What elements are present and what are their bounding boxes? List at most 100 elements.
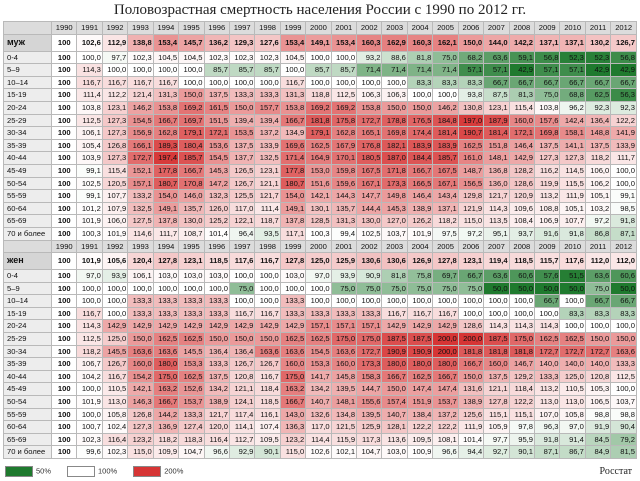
value-cell: 115,5	[559, 176, 586, 191]
value-cell: 136,3	[279, 420, 307, 434]
value-cell: 185,7	[432, 151, 459, 165]
value-cell: 130,0	[178, 214, 205, 228]
value-cell: 117,0	[305, 420, 332, 434]
value-cell: 187,5	[406, 332, 434, 346]
value-cell: 114,3	[76, 63, 103, 77]
value-cell: 127,4	[178, 420, 205, 434]
year-header: 1991	[76, 239, 103, 254]
value-cell: 83,3	[584, 306, 612, 321]
row-label: 70 и более	[3, 226, 52, 241]
value-cell: 66,7	[534, 75, 561, 90]
value-cell: 142,9	[178, 319, 205, 334]
value-cell: 153,7	[432, 395, 459, 409]
value-cell: 100,0	[381, 294, 408, 308]
value-cell: 133,9	[610, 138, 637, 153]
value-cell: 149,8	[381, 189, 408, 203]
row-label: 45-49	[3, 163, 52, 178]
value-cell: 59,1	[508, 50, 536, 65]
value-cell: 100	[50, 126, 78, 140]
value-cell: 151,9	[406, 395, 434, 409]
mortality-table: 1990 1991 1992 1993 1994 1995 1996 1997 1998 1999…	[3, 21, 637, 459]
value-cell: 148,8	[584, 126, 612, 140]
value-cell: 112,0	[610, 252, 637, 271]
value-cell: 160,0	[483, 357, 510, 371]
value-cell: 100,0	[76, 407, 103, 422]
age-row: 60-64 100 101,2 107,9 132,5 149,1 135,7 126,0 11…	[3, 201, 637, 216]
value-cell: 140,7	[305, 395, 332, 409]
value-cell: 118,2	[432, 214, 459, 228]
value-cell: 169,7	[178, 113, 205, 128]
value-cell: 150,0	[457, 33, 485, 52]
value-cell: 126,8	[101, 138, 129, 153]
age-row: 70 и более 100 100,3 101,9 114,6 111,7 108,7 10…	[3, 226, 637, 241]
value-cell: 100	[50, 395, 78, 409]
value-cell: 103,0	[203, 269, 230, 283]
value-cell: 101,2	[76, 201, 103, 216]
value-cell: 144,7	[356, 382, 383, 397]
value-cell: 122,2	[610, 113, 637, 128]
value-cell: 175,0	[356, 332, 383, 346]
value-cell: 100	[50, 252, 78, 271]
year-header: 2006	[457, 21, 485, 35]
age-row: 5–9 100 114,3 100,0 100,0 100,0 100,0 85,7 85,7 8…	[3, 63, 637, 77]
value-cell: 142,1	[305, 189, 332, 203]
value-cell: 172,7	[356, 113, 383, 128]
row-label: 15-19	[3, 88, 52, 102]
value-cell: 130,1	[305, 201, 332, 216]
value-cell: 120,4	[127, 252, 154, 271]
value-cell: 127,3	[559, 151, 586, 165]
value-cell: 100	[50, 113, 78, 128]
row-label: 45-49	[3, 382, 52, 397]
value-cell: 113,2	[534, 382, 561, 397]
value-cell: 137,1	[432, 201, 459, 216]
value-cell: 127,8	[483, 395, 510, 409]
value-cell: 187,9	[483, 113, 510, 128]
value-cell: 107,4	[254, 420, 281, 434]
value-cell: 190,9	[406, 344, 434, 359]
age-row: 45-49 100 100,0 110,5 142,1 163,2 152,6 134,2 12…	[3, 382, 637, 397]
value-cell: 106,3	[356, 88, 383, 102]
value-cell: 163,6	[254, 344, 281, 359]
value-cell: 141,9	[610, 126, 637, 140]
value-cell: 123,2	[279, 432, 307, 447]
value-cell: 108,4	[508, 214, 536, 228]
value-cell: 83,3	[457, 75, 485, 90]
year-header: 1993	[127, 239, 154, 254]
value-cell: 116,1	[254, 407, 281, 422]
value-cell: 75,0	[381, 281, 408, 296]
row-label: 50-54	[3, 176, 52, 191]
value-cell: 91,4	[559, 432, 586, 447]
value-cell: 117,1	[279, 226, 307, 241]
value-cell: 128,6	[508, 176, 536, 191]
value-cell: 153,4	[152, 33, 180, 52]
value-cell: 154,0	[152, 189, 180, 203]
value-cell: 134,9	[279, 126, 307, 140]
value-cell: 100,0	[76, 50, 103, 65]
value-cell: 137,1	[534, 33, 561, 52]
year-header: 2006	[457, 239, 485, 254]
value-cell: 116,7	[152, 75, 180, 90]
year-header: 2011	[584, 239, 612, 254]
value-cell: 144,2	[152, 407, 180, 422]
value-cell: 111,4	[76, 88, 103, 102]
value-cell: 183,9	[432, 138, 459, 153]
value-cell: 97,7	[483, 432, 510, 447]
row-label: 20-24	[3, 100, 52, 115]
age-row: 30-34 100 106,1 127,3 156,9 162,8 179,1 172,1 15…	[3, 126, 637, 140]
value-cell: 102,3	[228, 50, 256, 65]
year-header: 1995	[178, 239, 205, 254]
value-cell: 106,0	[584, 163, 612, 178]
value-cell: 156,5	[457, 176, 485, 191]
value-cell: 113,0	[559, 395, 586, 409]
value-cell: 112,5	[330, 88, 358, 102]
value-cell: 172,7	[356, 344, 383, 359]
value-cell: 114,3	[483, 201, 510, 216]
value-cell: 137,5	[203, 88, 230, 102]
value-cell: 100,3	[76, 226, 103, 241]
value-cell: 136,4	[203, 344, 230, 359]
value-cell: 153,3	[305, 357, 332, 371]
value-cell: 160,0	[127, 357, 154, 371]
value-cell: 116,4	[203, 432, 230, 447]
value-cell: 133,3	[152, 294, 180, 308]
value-cell: 100	[50, 163, 78, 178]
